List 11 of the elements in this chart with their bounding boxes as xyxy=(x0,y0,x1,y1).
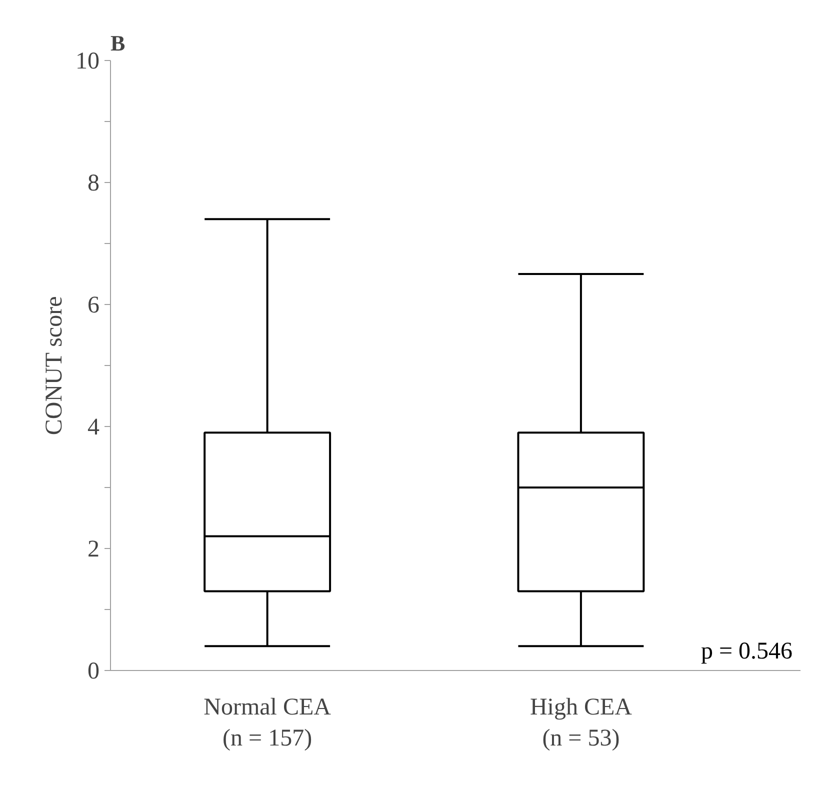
x-tick-label: Normal CEA (n = 157) xyxy=(204,694,332,752)
y-axis-title: CONUT score xyxy=(42,296,68,436)
y-tick-label: 10 xyxy=(76,48,100,74)
chart-title: B xyxy=(110,30,126,56)
annotation: p = 0.546 xyxy=(700,638,793,664)
x-tick-label: High CEA (n = 53) xyxy=(530,694,633,752)
y-tick-label: 4 xyxy=(88,414,100,440)
y-tick-label: 2 xyxy=(88,536,100,562)
y-tick-label: 6 xyxy=(88,292,100,318)
y-tick-label: 0 xyxy=(88,658,100,684)
y-tick-label: 8 xyxy=(88,170,100,196)
